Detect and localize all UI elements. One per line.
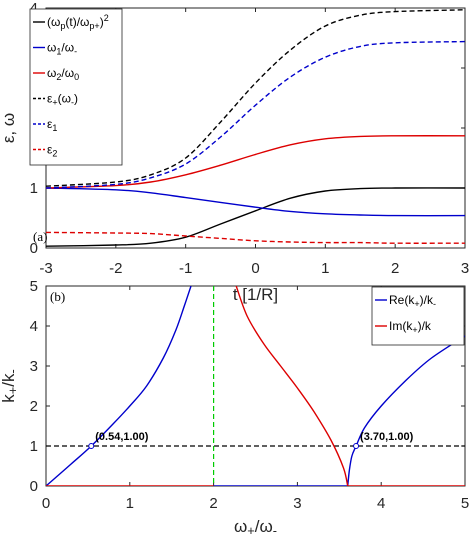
legend: Re(k+)/k- Im(k+)/k (371, 286, 465, 346)
series-line (46, 135, 465, 189)
x-tick-label: 3 (293, 495, 301, 512)
series-line (46, 9, 465, 187)
y-tick-label: 3 (30, 358, 38, 375)
y-tick-label: 5 (30, 278, 38, 295)
legend-entry: ε1 (47, 117, 57, 133)
y-axis-label: ε, ω (0, 113, 18, 143)
annotation-label: (0.54,1.00) (95, 431, 149, 443)
x-tick-label: 4 (377, 495, 385, 512)
legend-box (371, 286, 465, 346)
legend-box (29, 8, 123, 166)
x-axis-label: t [1/R] (233, 285, 278, 304)
y-tick-label: 4 (30, 318, 38, 335)
panel-tag: (b) (50, 289, 65, 304)
x-axis-label: ω+/ω- (234, 517, 277, 538)
x-tick-label: 0 (42, 495, 50, 512)
x-tick-label: 1 (126, 495, 134, 512)
series-line (46, 231, 465, 244)
y-tick-label: 4 (30, 0, 38, 17)
legend-entry: ε2 (47, 143, 57, 159)
legend-entry: ω2/ω0 (47, 66, 79, 82)
series-line (235, 286, 349, 486)
y-tick-label: 0 (30, 478, 38, 495)
legend-entry: Im(k+)/k (389, 319, 432, 335)
y-tick-label: 2 (30, 398, 38, 415)
legend-entry: Re(k+)/k- (389, 293, 436, 309)
x-tick-label: 1 (321, 260, 329, 277)
x-tick-label: 2 (209, 495, 217, 512)
legend-entry: (ωp(t)/ωp+)2 (47, 13, 109, 31)
y-axis-label: k+/k- (0, 369, 20, 402)
legend: (ωp(t)/ωp+)2 ω1/ω-ω2/ω0 ε+(ω-) ε1 ε2 (29, 8, 123, 166)
series-line (46, 286, 192, 486)
series-line (46, 187, 465, 217)
panel-b: 0 1 2 3 4 5 0 1 2 3 4 5 ω+/ω-k+/k- (0.54,1.00) (3.70,1… (0, 278, 469, 538)
x-tick-label: -3 (39, 260, 52, 277)
annotation-marker (353, 443, 360, 449)
legend-entry: ω1/ω- (47, 41, 77, 57)
y-tick-label: 1 (30, 438, 38, 455)
series-line (347, 335, 465, 486)
x-tick-label: 0 (251, 260, 259, 277)
y-tick-label: 0 (30, 240, 38, 257)
legend-entry: ε+(ω-) (47, 92, 78, 108)
x-tick-label: 2 (391, 260, 399, 277)
annotation-marker (88, 443, 95, 449)
y-tick-label: 1 (30, 180, 38, 197)
x-tick-label: 3 (461, 260, 469, 277)
x-tick-label: -1 (179, 260, 192, 277)
series-line (46, 40, 465, 189)
annotation-label: (3.70,1.00) (360, 431, 414, 443)
panel-a: -3-2-1012301234t [1/R]ε, ω(ωp(t)/ωp+)2ω1… (0, 0, 469, 304)
panel-tag: (a) (33, 229, 47, 244)
series-line (46, 187, 465, 247)
x-tick-label: -2 (109, 260, 122, 277)
x-tick-label: 5 (461, 495, 469, 512)
